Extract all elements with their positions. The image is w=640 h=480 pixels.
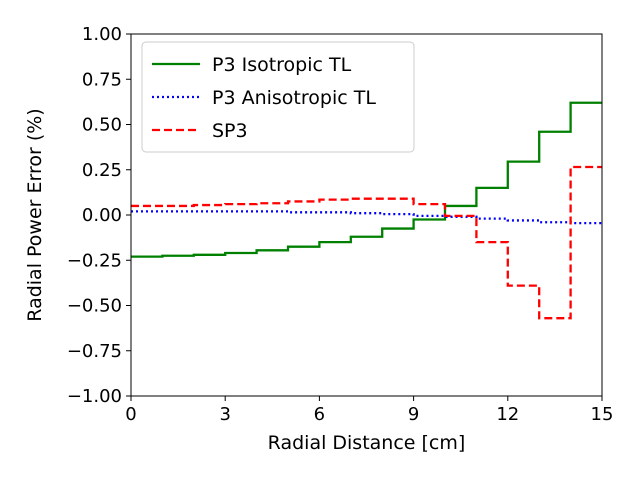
y-tick-label: 0.50 [82, 115, 122, 136]
y-tick-label: −1.00 [67, 386, 122, 407]
legend-box [141, 41, 415, 153]
x-tick-label: 9 [408, 404, 419, 425]
legend: P3 Isotropic TL P3 Anisotropic TL SP3 [141, 41, 415, 153]
legend-label: P3 Anisotropic TL [212, 87, 376, 109]
y-tick-label: −0.75 [67, 341, 122, 362]
y-tick-label: −0.50 [67, 296, 122, 317]
y-axis-label: Radial Power Error (%) [24, 108, 46, 321]
x-tick-label: 12 [496, 404, 519, 425]
legend-label: SP3 [212, 120, 248, 142]
x-tick-label: 6 [314, 404, 325, 425]
series-line-p3-anisotropic-tl [131, 210, 602, 225]
series-line-p3-isotropic-tl [131, 101, 602, 258]
series-line-sp3 [131, 165, 602, 320]
y-tick-label: 0.75 [82, 69, 122, 90]
y-tick-label: 0.25 [82, 160, 122, 181]
y-tick-label: 0.00 [82, 205, 122, 226]
tick-layer: 0 3 6 9 12 15 −1.00 −0.75 −0.50 −0.25 0.00 0.25 0.50… [67, 24, 614, 425]
legend-label: P3 Isotropic TL [212, 54, 352, 76]
x-axis-label: Radial Distance [cm] [268, 432, 466, 454]
y-tick-label: 1.00 [82, 24, 122, 45]
x-tick-label: 3 [219, 404, 230, 425]
x-tick-label: 15 [591, 404, 614, 425]
plot-frame [130, 33, 603, 397]
y-tick-label: −0.25 [67, 250, 122, 271]
x-tick-label: 0 [125, 404, 136, 425]
series-layer [131, 101, 602, 320]
